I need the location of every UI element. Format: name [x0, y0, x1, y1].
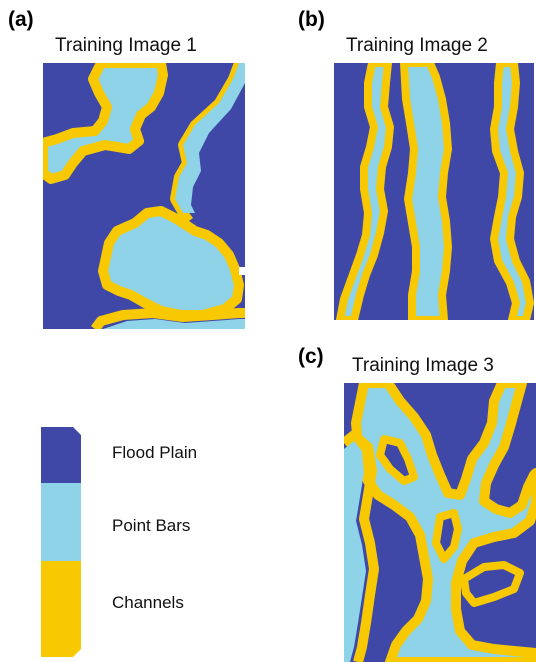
legend-label-channels: Channels [112, 593, 184, 612]
panel-a-title: Training Image 1 [55, 35, 197, 56]
legend-swatch-point-bars [41, 483, 81, 561]
panel-a-letter: (a) [8, 8, 34, 31]
training-image-1 [43, 63, 245, 329]
training-image-2 [334, 63, 534, 320]
panel-c-title: Training Image 3 [352, 355, 494, 376]
legend-label-flood-plain: Flood Plain [112, 443, 198, 462]
panel-b-title: Training Image 2 [346, 35, 488, 56]
panel-c-letter: (c) [298, 345, 324, 368]
legend-label-point-bars: Point Bars [112, 516, 191, 535]
legend-color-bar [41, 427, 81, 657]
panel-b-letter: (b) [298, 8, 325, 31]
training-image-3 [344, 383, 536, 662]
legend-swatch-flood-plain [41, 427, 81, 483]
legend-swatch-channels [41, 561, 81, 657]
